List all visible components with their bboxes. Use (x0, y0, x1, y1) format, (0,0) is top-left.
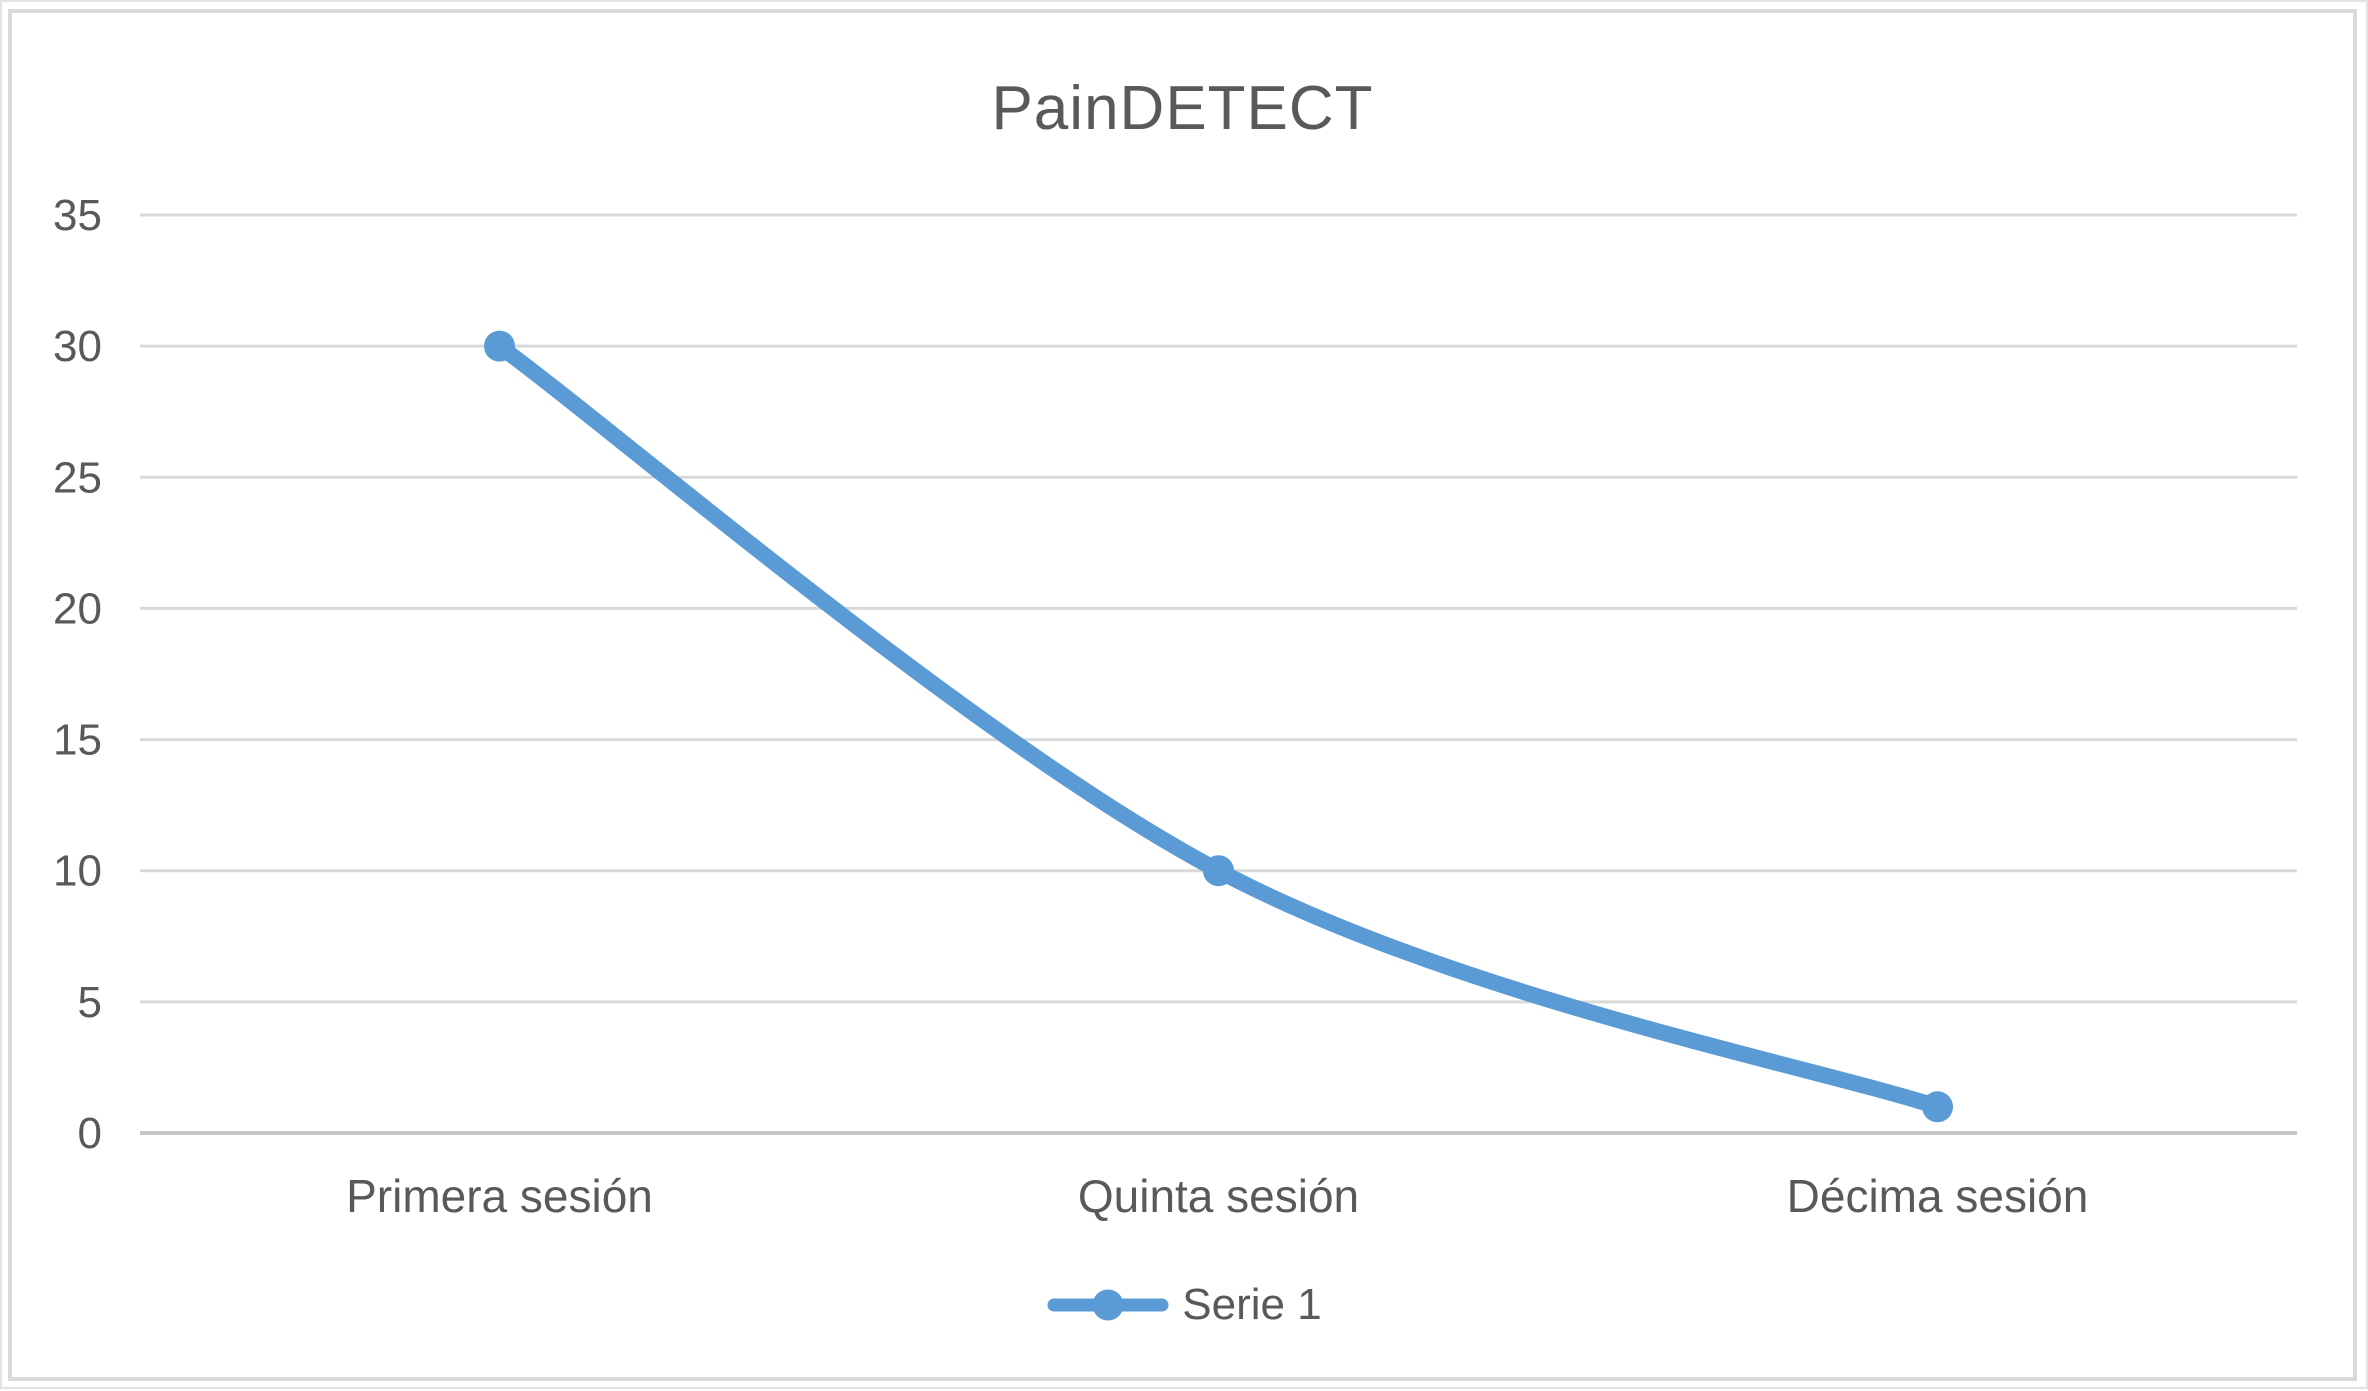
chart-frame: PainDETECT (8, 9, 2357, 1381)
chart-legend: Serie 1 (2, 1280, 2366, 1330)
legend-series-marker-icon (1047, 1289, 1169, 1321)
legend-series-label: Serie 1 (1182, 1280, 1322, 1329)
chart-title: PainDETECT (991, 74, 1374, 143)
legend-marker-dot (1092, 1289, 1124, 1321)
